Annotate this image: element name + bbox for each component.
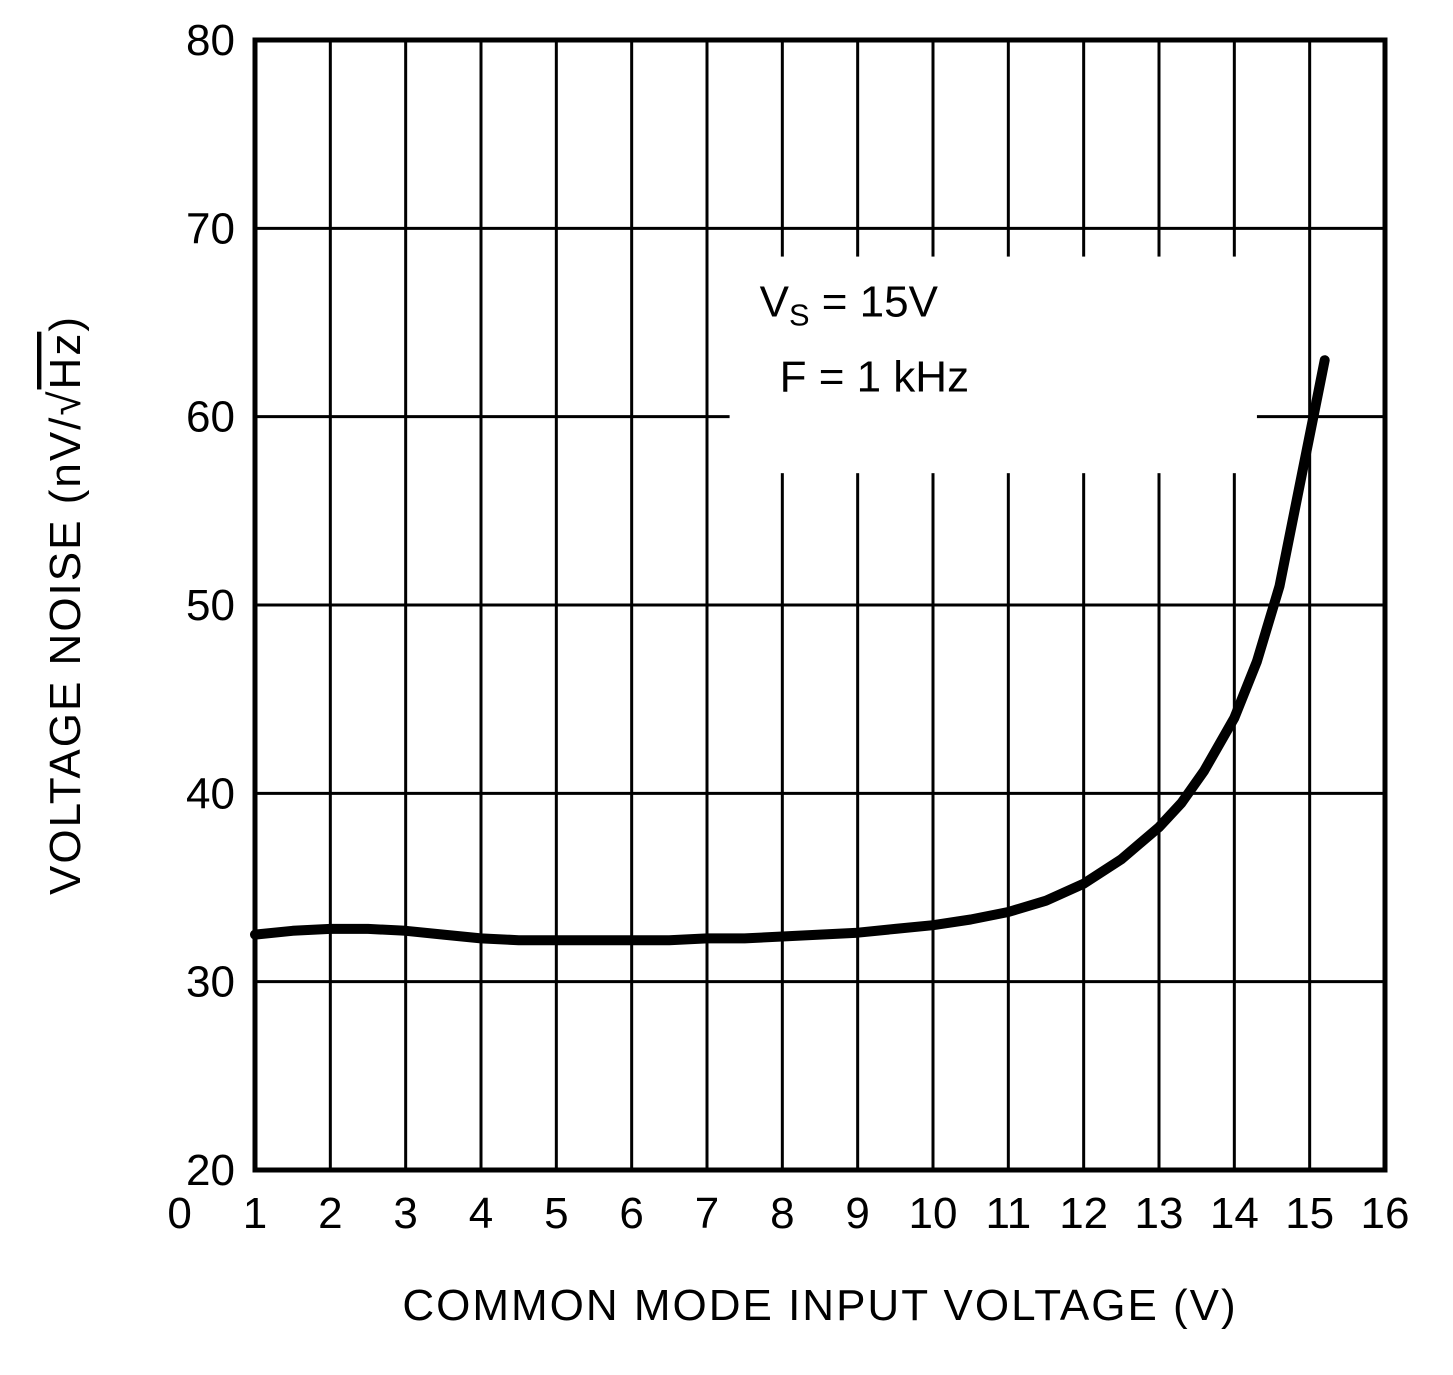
y-axis-label-text: VOLTAGE NOISE (nV/√Hz) — [41, 315, 90, 895]
x-tick: 0 — [167, 1189, 191, 1238]
y-tick: 20 — [186, 1146, 235, 1195]
x-tick: 1 — [243, 1189, 267, 1238]
x-tick: 5 — [544, 1189, 568, 1238]
annotation-vs: VS = 15V — [760, 278, 939, 333]
y-tick: 80 — [186, 16, 235, 65]
x-tick-labels: 012345678910111213141516 — [167, 1189, 1409, 1238]
x-tick: 13 — [1135, 1189, 1184, 1238]
voltage-noise-chart: 012345678910111213141516 20304050607080 … — [0, 0, 1453, 1375]
chart-grid — [255, 40, 1385, 1170]
x-tick: 8 — [770, 1189, 794, 1238]
annotation-freq: F = 1 kHz — [780, 353, 970, 402]
y-tick: 30 — [186, 958, 235, 1007]
x-axis-label: COMMON MODE INPUT VOLTAGE (V) — [402, 1281, 1237, 1330]
y-tick: 50 — [186, 581, 235, 630]
x-tick: 16 — [1361, 1189, 1410, 1238]
y-tick: 40 — [186, 769, 235, 818]
x-tick: 6 — [619, 1189, 643, 1238]
x-tick: 10 — [909, 1189, 958, 1238]
x-tick: 2 — [318, 1189, 342, 1238]
x-tick: 4 — [469, 1189, 493, 1238]
y-axis-label: VOLTAGE NOISE (nV/√Hz) — [41, 315, 90, 895]
y-tick-labels: 20 30 40 50 60 70 80 — [186, 16, 235, 1195]
x-tick: 12 — [1059, 1189, 1108, 1238]
x-tick: 15 — [1285, 1189, 1334, 1238]
y-tick: 70 — [186, 204, 235, 253]
x-tick: 3 — [393, 1189, 417, 1238]
chart-annotation-box: VS = 15V F = 1 kHz — [730, 257, 1257, 474]
x-tick: 14 — [1210, 1189, 1259, 1238]
y-tick: 60 — [186, 393, 235, 442]
x-tick: 11 — [985, 1189, 1031, 1238]
x-tick: 7 — [695, 1189, 719, 1238]
x-tick: 9 — [845, 1189, 869, 1238]
